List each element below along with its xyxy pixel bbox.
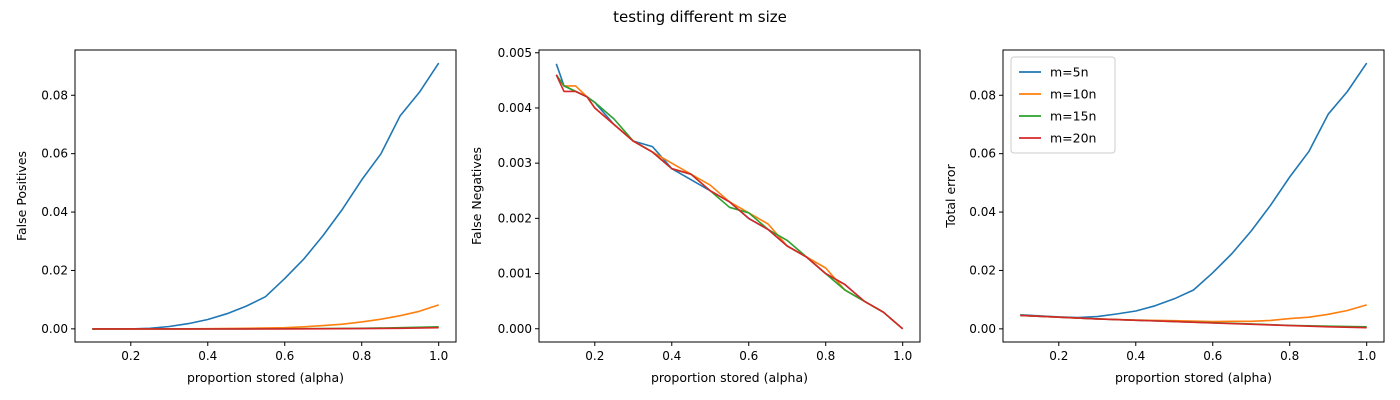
x-tick-label: 0.6 <box>739 349 758 363</box>
y-tick-label: 0.000 <box>498 322 532 336</box>
x-tick-label: 0.2 <box>585 349 604 363</box>
x-tick-label: 0.8 <box>816 349 835 363</box>
legend: m=5n m=10n m=15n m=20n <box>1010 56 1116 154</box>
chart-panel-3: 0.2 0.4 0.6 0.8 1.0 0.00 0.02 0.04 0.06 0.08 propo… <box>943 49 1385 385</box>
y-tick-label: 0.08 <box>41 88 68 102</box>
y-tick-label: 0.00 <box>41 322 68 336</box>
y-tick-label: 0.08 <box>969 88 996 102</box>
x-tick-label: 0.8 <box>1280 349 1299 363</box>
y-tick-label: 0.02 <box>969 263 996 277</box>
chart-panel-2: 0.2 0.4 0.6 0.8 1.0 0.000 0.001 0.002 0.003 0.004… <box>469 46 921 385</box>
y-tick-label: 0.04 <box>41 205 68 219</box>
y-tick-label: 0.00 <box>969 322 996 336</box>
x-tick-label: 0.4 <box>198 349 217 363</box>
legend-box <box>1010 56 1116 154</box>
x-axis-label: proportion stored (alpha) <box>651 370 808 385</box>
figure-title: testing different m size <box>613 8 787 26</box>
y-tick-label: 0.002 <box>498 211 532 225</box>
plot-frame <box>1002 49 1385 343</box>
y-tick-label: 0.06 <box>41 147 68 161</box>
y-tick-label: 0.004 <box>498 101 532 115</box>
legend-label-m-5n: m=5n <box>1050 65 1089 80</box>
x-tick-label: 1.0 <box>429 349 448 363</box>
legend-label-m-20n: m=20n <box>1050 131 1096 146</box>
y-axis-label: False Positives <box>14 151 29 241</box>
y-tick-label: 0.005 <box>498 46 532 60</box>
x-axis-label: proportion stored (alpha) <box>1115 370 1272 385</box>
x-tick-label: 0.8 <box>352 349 371 363</box>
y-axis-label: Total error <box>943 163 958 228</box>
plot-frame <box>538 49 921 343</box>
x-tick-label: 0.2 <box>121 349 140 363</box>
series-line-m-10n <box>1020 304 1367 323</box>
x-tick-label: 0.4 <box>1126 349 1145 363</box>
plot-frame <box>74 49 457 343</box>
series-line-m-5n <box>92 62 440 330</box>
series-line-m-10n <box>92 304 439 330</box>
x-tick-label: 0.2 <box>1049 349 1068 363</box>
series-line-m-20n <box>555 74 904 330</box>
x-tick-label: 0.6 <box>1203 349 1222 363</box>
legend-label-m-10n: m=10n <box>1050 87 1096 102</box>
series-line-m-5n <box>1020 62 1368 319</box>
x-tick-label: 1.0 <box>1357 349 1376 363</box>
y-tick-label: 0.02 <box>41 263 68 277</box>
x-tick-label: 0.6 <box>275 349 294 363</box>
x-tick-label: 0.4 <box>662 349 681 363</box>
x-axis-label: proportion stored (alpha) <box>187 370 344 385</box>
y-tick-label: 0.06 <box>969 147 996 161</box>
chart-panel-1: 0.2 0.4 0.6 0.8 1.0 0.00 0.02 0.04 0.06 0.08 propo… <box>14 49 457 385</box>
y-tick-label: 0.003 <box>498 156 532 170</box>
y-axis-label: False Negatives <box>469 147 484 245</box>
series-line-m-20n <box>92 326 439 330</box>
series-line-m-20n <box>1020 314 1367 329</box>
y-tick-label: 0.001 <box>498 267 532 281</box>
x-tick-label: 1.0 <box>893 349 912 363</box>
y-tick-label: 0.04 <box>969 205 996 219</box>
legend-label-m-15n: m=15n <box>1050 109 1096 124</box>
